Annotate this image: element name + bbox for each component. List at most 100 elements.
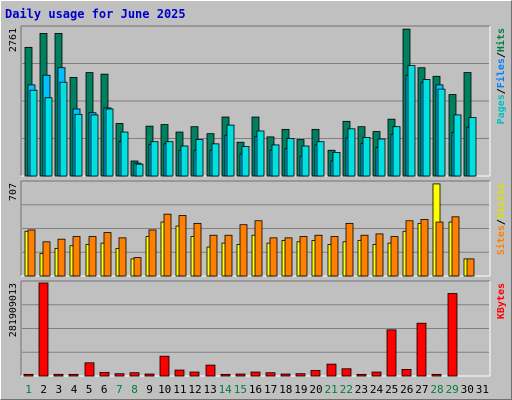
bar-kbytes-day-15 bbox=[235, 373, 246, 377]
day-label-28: 28 bbox=[430, 383, 443, 396]
day-label-8: 8 bbox=[131, 383, 138, 396]
bar-kbytes-day-6 bbox=[99, 371, 110, 377]
bar-pages-day-9 bbox=[150, 141, 159, 177]
panel-3-legend-label: KBytes bbox=[496, 283, 507, 319]
day-label-7: 7 bbox=[116, 383, 123, 396]
day-label-30: 30 bbox=[461, 383, 474, 396]
day-label-16: 16 bbox=[249, 383, 262, 396]
bar-pages-day-14 bbox=[226, 124, 235, 177]
bar-pages-day-26 bbox=[407, 65, 416, 177]
bar-pages-day-6 bbox=[105, 108, 114, 177]
panel-2-max-label: 707 bbox=[8, 183, 19, 201]
bar-kbytes-day-20 bbox=[310, 369, 321, 377]
bar-sites-day-26 bbox=[405, 220, 414, 277]
day-label-17: 17 bbox=[264, 383, 277, 396]
legend-part-kbytes: KBytes bbox=[496, 283, 507, 319]
day-label-14: 14 bbox=[219, 383, 233, 396]
bar-sites-day-17 bbox=[269, 237, 278, 277]
bar-kbytes-day-7 bbox=[114, 373, 125, 377]
day-label-26: 26 bbox=[400, 383, 413, 396]
bar-sites-day-30 bbox=[466, 258, 475, 277]
bar-kbytes-day-24 bbox=[371, 371, 382, 377]
bar-kbytes-day-29 bbox=[447, 293, 458, 377]
day-label-20: 20 bbox=[309, 383, 322, 396]
panel-1-legend-label: Pages/Files/Hits bbox=[495, 28, 507, 124]
bar-pages-day-27 bbox=[422, 79, 431, 177]
bar-pages-day-2 bbox=[44, 97, 53, 177]
bar-kbytes-day-18 bbox=[280, 373, 291, 377]
bar-kbytes-day-8 bbox=[129, 372, 140, 377]
day-label-21: 21 bbox=[324, 383, 337, 396]
bar-sites-day-18 bbox=[284, 237, 293, 277]
bar-kbytes-day-17 bbox=[265, 372, 276, 377]
bar-kbytes-day-14 bbox=[220, 373, 231, 377]
day-label-15: 15 bbox=[234, 383, 247, 396]
day-label-29: 29 bbox=[446, 383, 459, 396]
bar-pages-day-29 bbox=[453, 114, 462, 177]
day-label-24: 24 bbox=[370, 383, 384, 396]
day-label-6: 6 bbox=[101, 383, 108, 396]
bar-sites-day-6 bbox=[103, 232, 112, 277]
bar-sites-day-19 bbox=[299, 236, 308, 277]
bar-kbytes-day-27 bbox=[416, 322, 427, 377]
bar-kbytes-day-23 bbox=[356, 373, 367, 377]
bar-pages-day-4 bbox=[74, 113, 83, 177]
bar-sites-day-3 bbox=[57, 238, 66, 277]
bar-sites-day-24 bbox=[375, 233, 384, 277]
day-label-10: 10 bbox=[158, 383, 171, 396]
bar-sites-day-15 bbox=[239, 224, 248, 277]
bar-pages-day-7 bbox=[120, 131, 129, 177]
legend-part-pages: Pages bbox=[496, 94, 507, 124]
bar-sites-day-23 bbox=[360, 234, 369, 277]
day-label-9: 9 bbox=[146, 383, 153, 396]
bar-pages-day-25 bbox=[392, 126, 401, 177]
bar-pages-day-24 bbox=[377, 138, 386, 177]
bar-sites-day-5 bbox=[88, 236, 97, 277]
day-label-2: 2 bbox=[40, 383, 47, 396]
bar-pages-day-20 bbox=[316, 141, 325, 177]
bar-sites-day-27 bbox=[420, 219, 429, 277]
legend-part-visits: Visits bbox=[495, 183, 507, 219]
bar-sites-day-13 bbox=[209, 234, 218, 277]
bar-sites-day-1 bbox=[27, 229, 36, 277]
bar-pages-day-30 bbox=[468, 117, 477, 177]
day-label-19: 19 bbox=[294, 383, 307, 396]
legend-part-hits: Hits bbox=[495, 28, 507, 52]
panel-1-max-label: 2761 bbox=[8, 28, 19, 52]
bar-pages-day-11 bbox=[180, 145, 189, 177]
bar-sites-day-20 bbox=[314, 234, 323, 277]
bar-pages-day-16 bbox=[256, 130, 265, 177]
bar-kbytes-day-19 bbox=[295, 373, 306, 377]
bar-pages-day-1 bbox=[29, 89, 38, 177]
bar-pages-day-3 bbox=[59, 81, 68, 177]
legend-part-sites: Sites bbox=[495, 225, 507, 255]
bar-kbytes-day-21 bbox=[326, 363, 337, 377]
legend-part-: / bbox=[496, 88, 507, 94]
day-label-11: 11 bbox=[173, 383, 186, 396]
day-label-4: 4 bbox=[71, 383, 78, 396]
bar-sites-day-25 bbox=[390, 236, 399, 277]
day-label-22: 22 bbox=[340, 383, 353, 396]
bar-sites-day-21 bbox=[330, 236, 339, 277]
chart-title: Daily usage for June 2025 bbox=[5, 7, 186, 21]
bar-kbytes-day-3 bbox=[53, 373, 64, 377]
bar-sites-day-29 bbox=[451, 216, 460, 277]
bar-pages-day-19 bbox=[301, 145, 310, 177]
bar-pages-day-13 bbox=[211, 143, 220, 177]
day-label-5: 5 bbox=[86, 383, 93, 396]
bar-kbytes-day-26 bbox=[401, 369, 412, 377]
day-label-1: 1 bbox=[25, 383, 32, 396]
bar-sites-day-22 bbox=[345, 222, 354, 277]
day-label-12: 12 bbox=[188, 383, 201, 396]
bar-pages-day-5 bbox=[90, 114, 99, 177]
legend-part-files: Files bbox=[495, 58, 507, 88]
bar-sites-day-14 bbox=[224, 234, 233, 277]
bar-pages-day-23 bbox=[362, 137, 371, 177]
legend-part-: / bbox=[496, 219, 507, 225]
bar-pages-day-28 bbox=[437, 88, 446, 177]
bar-pages-day-10 bbox=[165, 141, 174, 177]
bar-pages-day-8 bbox=[135, 163, 144, 177]
bar-pages-day-15 bbox=[241, 146, 250, 177]
bar-pages-day-18 bbox=[286, 138, 295, 177]
